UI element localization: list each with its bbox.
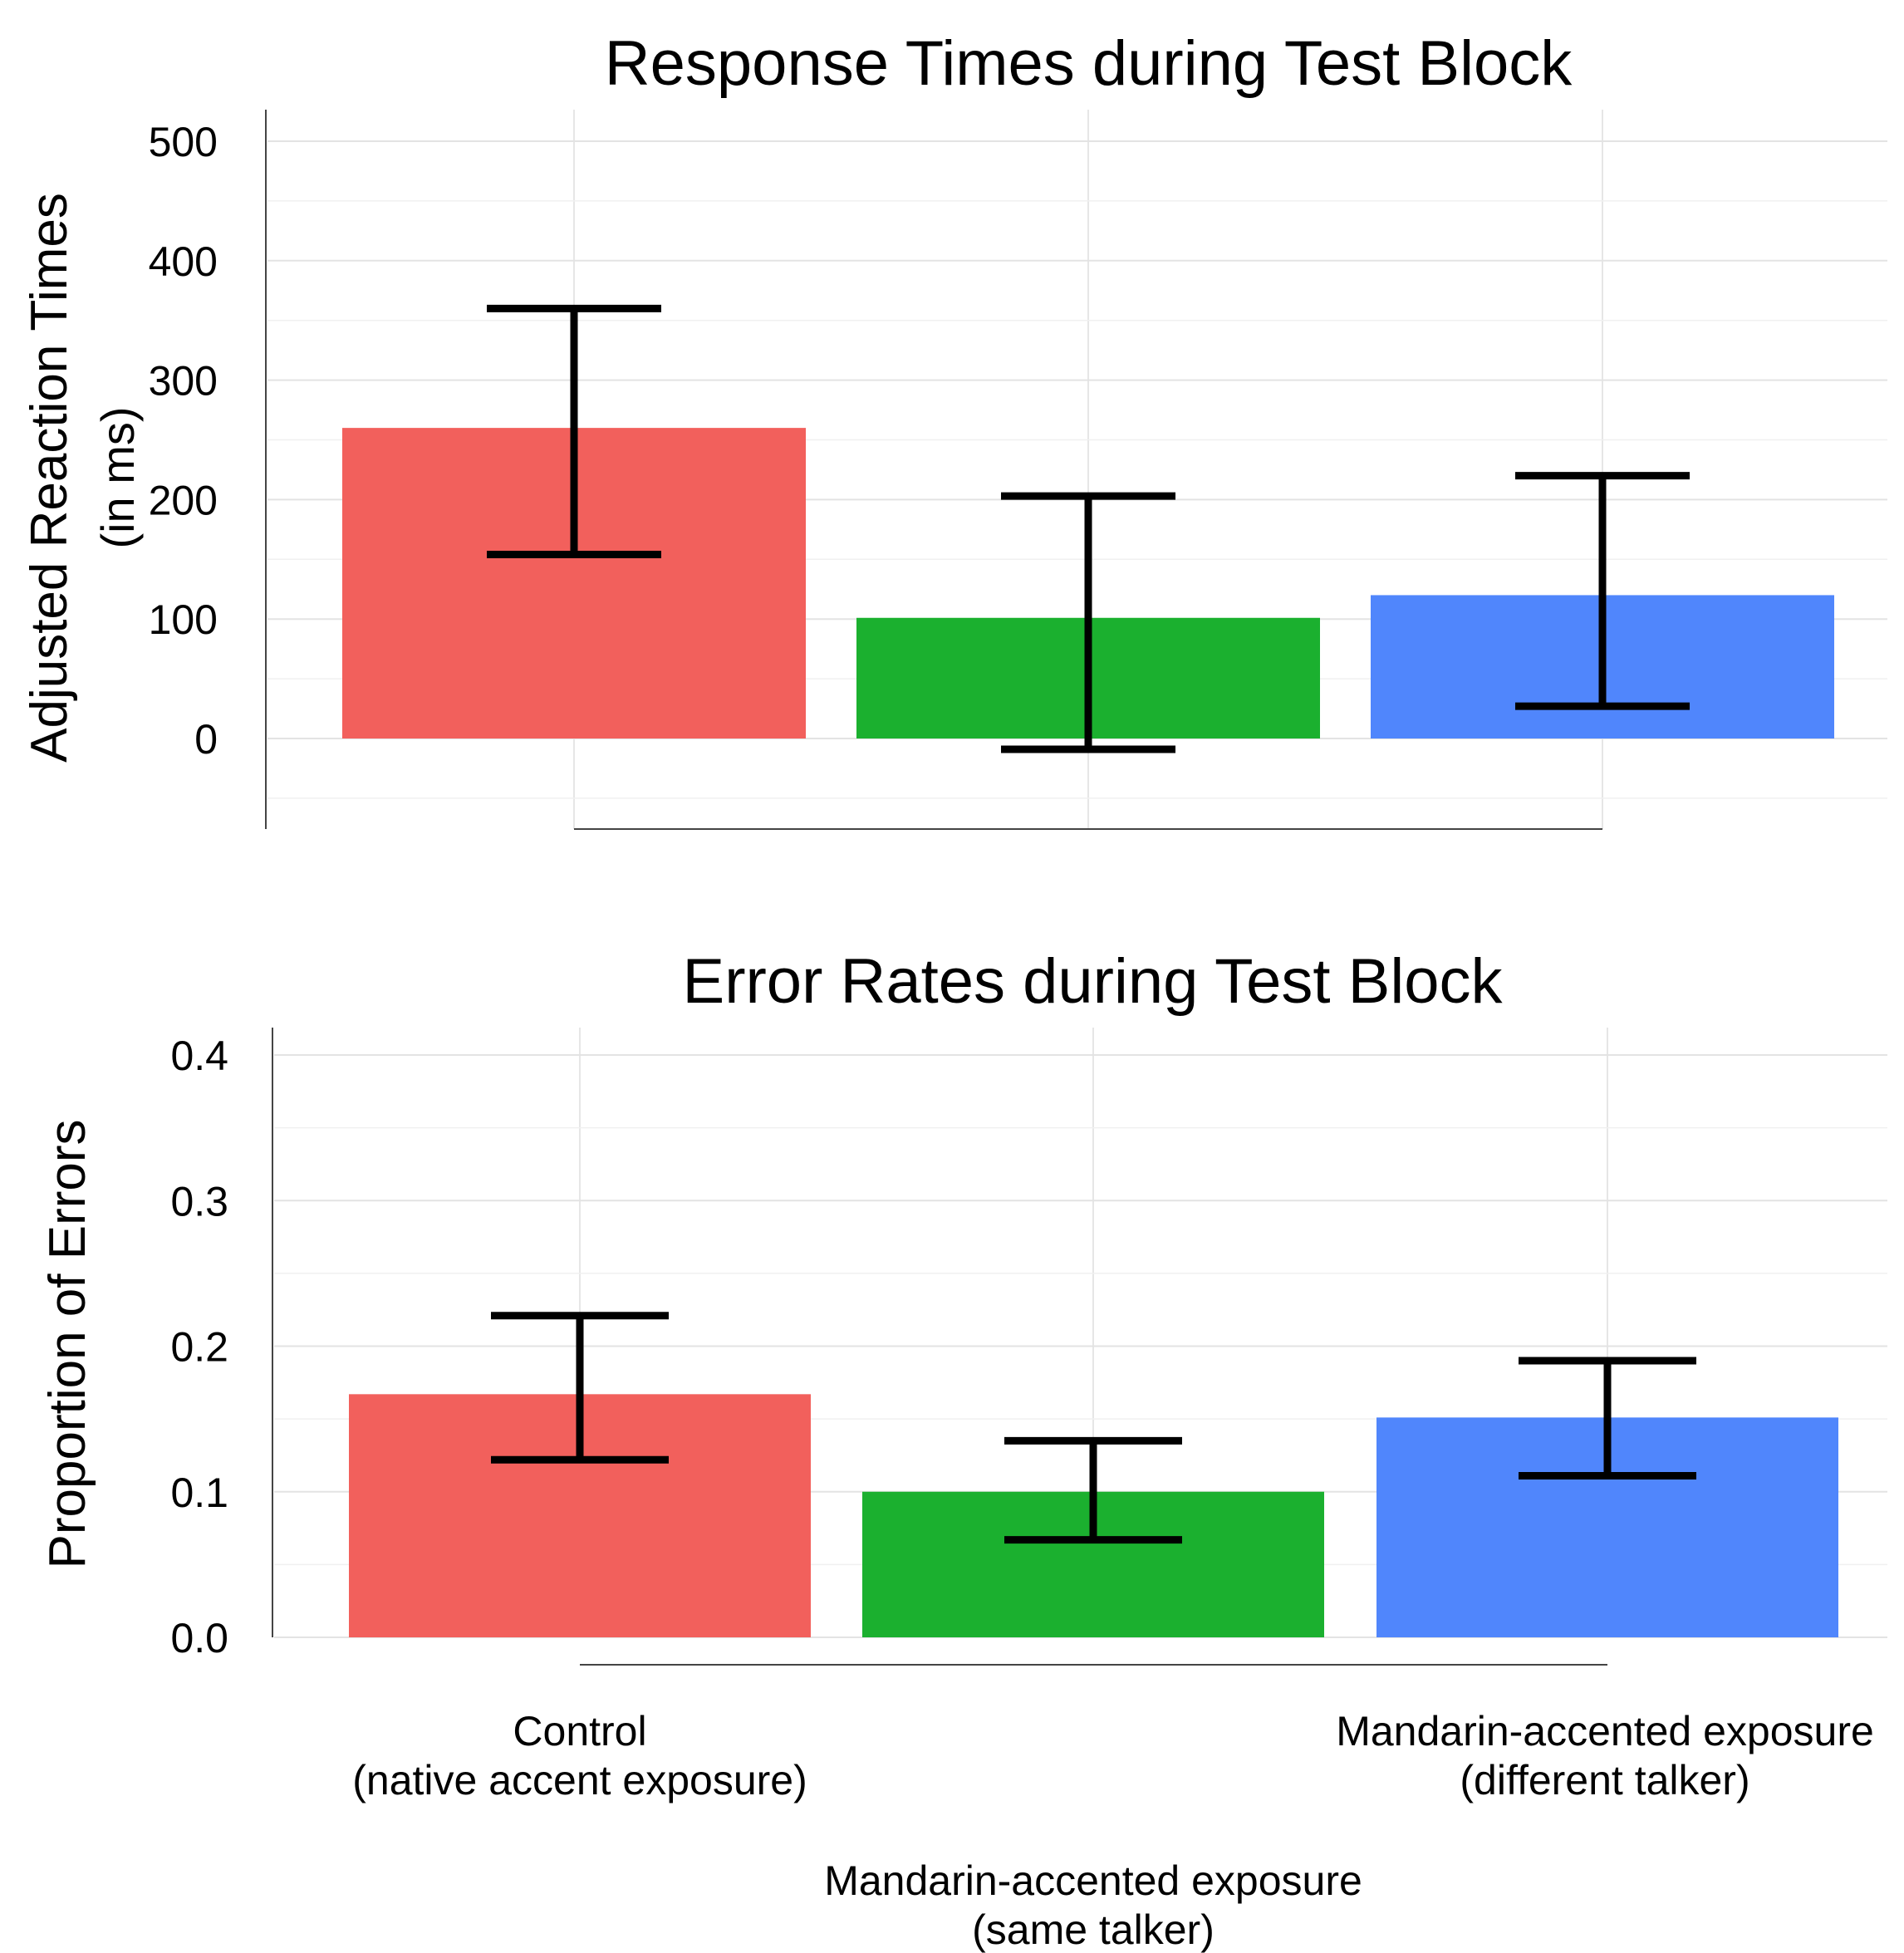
response-times-title: Response Times during Test Block <box>605 28 1573 99</box>
response-times-y-tick-label: 200 <box>149 477 218 523</box>
response-times-panel: Response Times during Test Block Adjuste… <box>21 28 1887 830</box>
response-times-y-axis-label: Adjusted Reaction Times (in ms) <box>21 193 144 763</box>
response-times-y-ticks: 0 100 200 300 400 500 <box>149 119 218 763</box>
error-rates-y-tick-label: 0.2 <box>170 1324 228 1371</box>
x-label-control-line2: (native accent exposure) <box>352 1757 807 1803</box>
error-rates-y-tick-label: 0.3 <box>170 1178 228 1224</box>
x-label-control-line1: Control <box>513 1708 646 1754</box>
error-rates-error-bar-same-talker <box>1004 1436 1182 1544</box>
error-rates-y-tick-label: 0.1 <box>170 1470 228 1516</box>
x-category-labels: Control (native accent exposure) Mandari… <box>352 1708 1874 1953</box>
error-rates-panel: Error Rates during Test Block Proportion… <box>39 946 1887 1666</box>
response-times-y-tick-label: 500 <box>149 119 218 165</box>
x-label-different-talker-line1: Mandarin-accented exposure <box>1336 1708 1874 1754</box>
error-rates-title: Error Rates during Test Block <box>683 946 1504 1017</box>
response-times-y-axis-label-line2: (in ms) <box>91 406 144 548</box>
response-times-error-bar-control <box>487 304 661 559</box>
error-rates-y-axis-label-text: Proportion of Errors <box>39 1120 96 1569</box>
response-times-y-tick-label: 300 <box>149 358 218 405</box>
response-times-error-bar-different-talker <box>1515 472 1690 710</box>
error-rates-error-bars <box>491 1312 1696 1544</box>
response-times-y-tick-label: 0 <box>194 716 218 763</box>
error-rates-error-bar-different-talker <box>1519 1357 1696 1479</box>
error-rates-y-axis-label: Proportion of Errors <box>39 1120 96 1569</box>
response-times-y-tick-label: 100 <box>149 596 218 643</box>
error-rates-y-ticks: 0.0 0.1 0.2 0.3 0.4 <box>170 1033 228 1661</box>
error-rates-error-bar-control <box>491 1312 669 1464</box>
x-label-same-talker-line1: Mandarin-accented exposure <box>824 1857 1362 1904</box>
error-rates-y-tick-label: 0.4 <box>170 1033 228 1079</box>
response-times-error-bars <box>487 304 1690 753</box>
response-times-error-bar-same-talker <box>1001 492 1175 753</box>
error-rates-y-tick-label: 0.0 <box>170 1615 228 1661</box>
response-times-y-tick-label: 400 <box>149 238 218 285</box>
x-label-different-talker-line2: (different talker) <box>1460 1757 1749 1803</box>
x-label-same-talker-line2: (same talker) <box>972 1906 1215 1953</box>
response-times-y-axis-label-line1: Adjusted Reaction Times <box>21 193 78 763</box>
